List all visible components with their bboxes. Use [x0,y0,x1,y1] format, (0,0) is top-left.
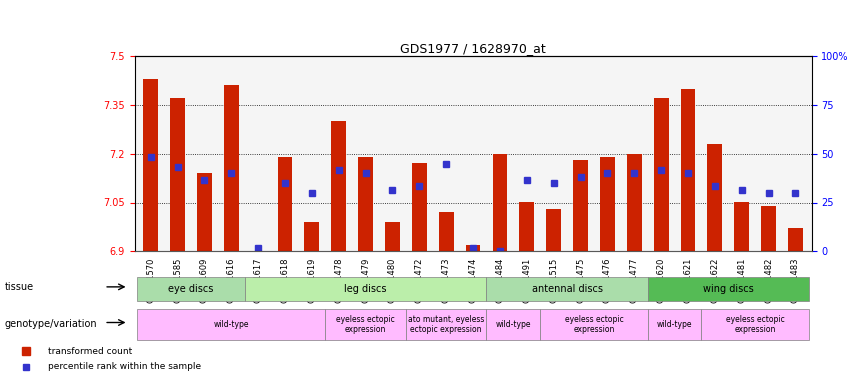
Bar [707,144,722,251]
Text: wild-type: wild-type [214,320,249,329]
FancyBboxPatch shape [701,309,809,340]
Title: GDS1977 / 1628970_at: GDS1977 / 1628970_at [400,42,546,55]
Text: percentile rank within the sample: percentile rank within the sample [48,362,201,371]
FancyBboxPatch shape [326,309,406,340]
Text: leg discs: leg discs [345,284,387,294]
Bar [412,164,427,251]
FancyBboxPatch shape [486,277,648,301]
FancyBboxPatch shape [540,309,648,340]
Bar [143,79,158,251]
Bar [305,222,319,251]
Bar [546,209,561,251]
Text: wild-type: wild-type [657,320,693,329]
Text: eyeless ectopic
expression: eyeless ectopic expression [336,315,395,334]
Text: wild-type: wild-type [496,320,531,329]
Bar [439,212,454,251]
Bar [358,157,373,251]
Text: antennal discs: antennal discs [531,284,602,294]
Text: ato mutant, eyeless
ectopic expression: ato mutant, eyeless ectopic expression [408,315,484,334]
FancyBboxPatch shape [245,277,486,301]
Bar [465,245,481,251]
Text: wing discs: wing discs [703,284,753,294]
FancyBboxPatch shape [137,309,326,340]
Bar [519,202,534,251]
Bar [385,222,400,251]
Text: tissue: tissue [4,282,34,292]
Text: eyeless ectopic
expression: eyeless ectopic expression [726,315,785,334]
Bar [573,160,588,251]
Bar [734,202,749,251]
Text: eye discs: eye discs [168,284,214,294]
Bar [278,157,293,251]
Bar [654,99,668,251]
Bar [788,228,803,251]
FancyBboxPatch shape [406,309,486,340]
Text: transformed count: transformed count [48,347,132,356]
Bar [170,99,185,251]
FancyBboxPatch shape [137,277,245,301]
Bar [600,157,615,251]
Bar [761,206,776,251]
FancyBboxPatch shape [648,309,701,340]
Bar [332,121,346,251]
Bar [197,173,212,251]
Bar [492,154,507,251]
Bar [224,86,239,251]
Text: genotype/variation: genotype/variation [4,320,97,329]
Text: eyeless ectopic
expression: eyeless ectopic expression [564,315,623,334]
Bar [681,89,695,251]
Bar [627,154,641,251]
FancyBboxPatch shape [648,277,809,301]
FancyBboxPatch shape [486,309,540,340]
